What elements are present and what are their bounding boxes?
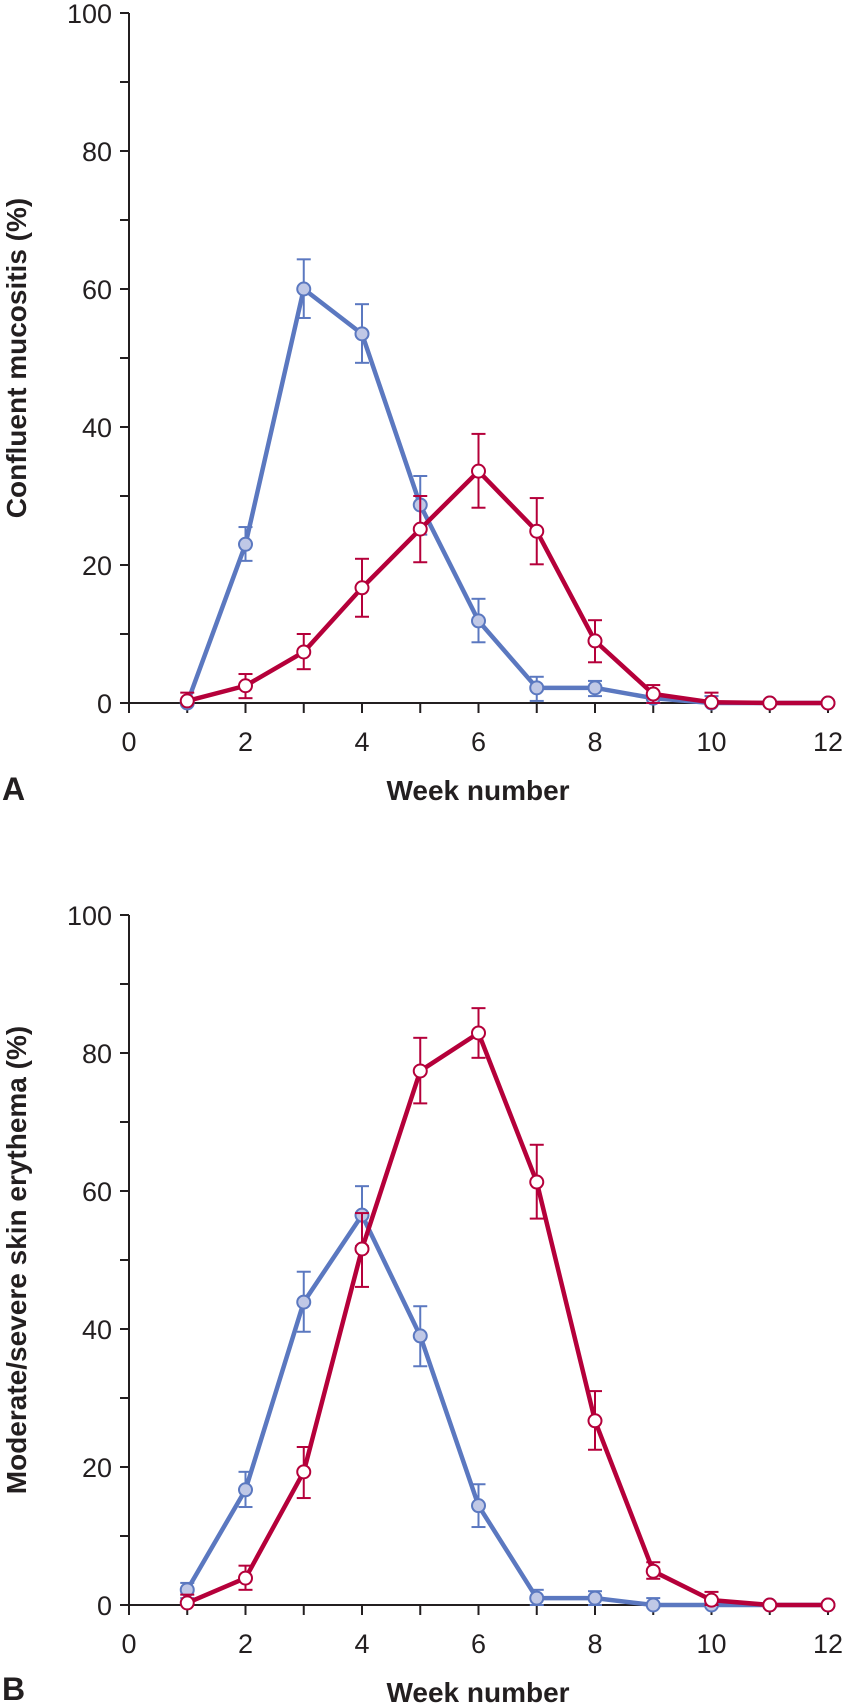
panel-label-a: A: [2, 771, 25, 807]
x-tick-label: 4: [354, 1629, 369, 1659]
x-tick-label: 2: [238, 1629, 253, 1659]
x-axis-title-a: Week number: [386, 775, 569, 806]
y-tick-label: 40: [82, 1315, 112, 1345]
y-axis-title-a: Confluent mucositis (%): [1, 198, 32, 518]
data-point: [412, 1063, 428, 1079]
data-point: [529, 1174, 545, 1190]
data-point: [762, 1597, 778, 1613]
data-point: [354, 1241, 370, 1257]
y-tick-label: 80: [82, 137, 112, 167]
data-point: [179, 693, 195, 709]
panel-label-b: B: [2, 1671, 25, 1705]
x-tick-label: 0: [121, 1629, 136, 1659]
data-point: [296, 644, 312, 660]
y-tick-label: 60: [82, 1177, 112, 1207]
data-point: [587, 1590, 603, 1606]
data-point: [645, 686, 661, 702]
series-red-open: [179, 432, 836, 711]
y-tick-label: 60: [82, 275, 112, 305]
data-point: [238, 678, 253, 694]
x-tick-label: 10: [696, 1629, 726, 1659]
data-point: [529, 680, 545, 696]
y-tick-label: 20: [82, 551, 112, 581]
x-tick-label: 8: [587, 727, 602, 757]
x-tick-label: 12: [813, 727, 843, 757]
x-tick-label: 12: [813, 1629, 843, 1659]
x-tick-label: 6: [471, 1629, 486, 1659]
x-tick-label: 4: [354, 727, 369, 757]
data-point: [238, 1570, 253, 1586]
series-red-open: [179, 1007, 836, 1613]
data-point: [645, 1597, 661, 1613]
panel-b: B Week number Moderate/severe skin eryth…: [1, 901, 843, 1705]
y-tick-label: 0: [97, 1591, 112, 1621]
data-point: [471, 1025, 486, 1041]
series-line: [185, 286, 828, 706]
x-axis-title-b: Week number: [386, 1677, 569, 1705]
data-point: [471, 463, 486, 479]
x-tick-label: 10: [696, 727, 726, 757]
series-blue-filled: [179, 1185, 836, 1613]
y-tick-label: 0: [97, 689, 112, 719]
x-tick-label: 6: [471, 727, 486, 757]
data-point: [587, 1413, 603, 1429]
series-line: [186, 468, 828, 706]
data-point: [179, 1595, 195, 1611]
data-point: [587, 633, 603, 649]
data-point: [296, 281, 312, 297]
x-tick-label: 0: [121, 727, 136, 757]
data-point: [529, 1590, 545, 1606]
data-point: [704, 694, 719, 710]
series-line: [186, 1030, 828, 1608]
data-point: [704, 1592, 719, 1608]
y-tick-label: 100: [67, 0, 112, 29]
data-point: [820, 695, 836, 711]
data-point: [238, 1482, 253, 1498]
data-point: [296, 1464, 312, 1480]
y-tick-label: 20: [82, 1453, 112, 1483]
data-point: [645, 1563, 661, 1579]
data-point: [296, 1294, 312, 1310]
data-point: [471, 613, 486, 629]
data-point: [762, 695, 778, 711]
y-tick-label: 40: [82, 413, 112, 443]
data-point: [238, 536, 253, 552]
series-blue-filled: [179, 258, 836, 711]
y-tick-label: 80: [82, 1039, 112, 1069]
x-tick-label: 8: [587, 1629, 602, 1659]
panel-a: A Week number Confluent mucositis (%) 0 2…: [1, 0, 843, 807]
y-axis-title-b: Moderate/severe skin erythema (%): [1, 1026, 32, 1494]
data-point: [412, 1328, 428, 1344]
data-point: [471, 1498, 486, 1514]
y-tick-label: 100: [67, 901, 112, 931]
data-point: [412, 521, 428, 537]
data-point: [820, 1597, 836, 1613]
data-point: [587, 680, 603, 696]
series-line: [185, 1212, 828, 1608]
data-point: [529, 523, 545, 539]
x-tick-label: 2: [238, 727, 253, 757]
data-point: [354, 326, 370, 342]
data-point: [354, 580, 370, 596]
